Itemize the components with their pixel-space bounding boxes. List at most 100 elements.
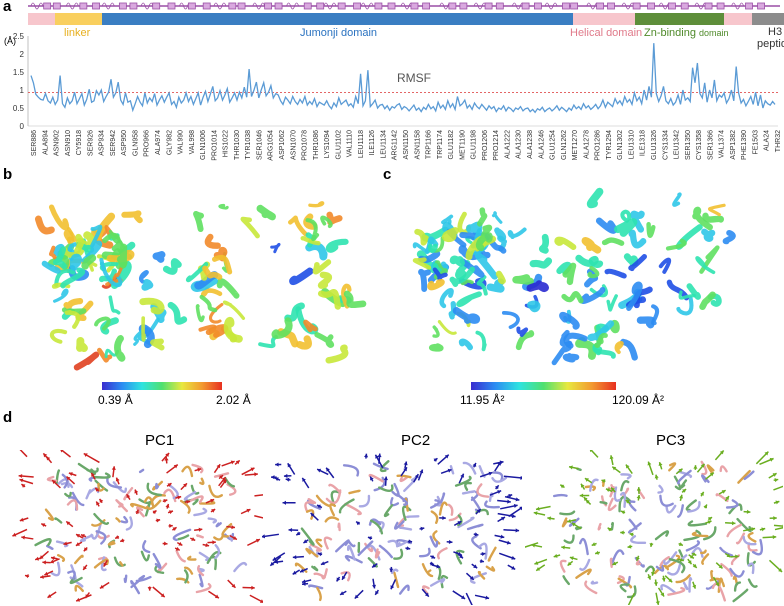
cartoon-segment: [270, 242, 281, 254]
backbone-trace: [394, 520, 405, 530]
strand-glyph: [596, 2, 605, 10]
motion-arrow-head: [68, 472, 73, 477]
motion-arrow-head: [250, 467, 255, 472]
backbone-trace: [701, 553, 710, 565]
motion-arrow-head: [460, 473, 465, 478]
helix-glyph: [140, 2, 154, 10]
x-tick-label: GLU1254: [550, 130, 557, 160]
backbone-trace: [687, 520, 708, 527]
motion-arrow-head: [173, 464, 178, 469]
motion-arrow-head: [367, 536, 372, 541]
motion-arrow-head: [377, 453, 382, 458]
backbone-trace: [67, 570, 76, 580]
motion-arrow-head: [420, 526, 425, 531]
cartoon-segment: [314, 332, 335, 348]
cartoon-segment: [61, 307, 87, 315]
x-tick-label: SER1350: [685, 130, 692, 160]
motion-arrow-head: [508, 493, 513, 498]
cartoon-segment: [432, 325, 440, 338]
motion-arrow-head: [772, 473, 777, 477]
strand-glyph: [495, 2, 504, 10]
motion-arrow-head: [35, 556, 40, 561]
motion-arrow-head: [629, 532, 634, 537]
motion-arrow-head: [216, 464, 221, 469]
backbone-trace: [183, 491, 197, 501]
x-tick-label: PHE1390: [741, 130, 748, 160]
cartoon-segment: [636, 316, 655, 329]
motion-arrow-head: [178, 541, 183, 546]
backbone-trace: [575, 568, 592, 579]
motion-arrow-head: [364, 453, 369, 458]
motion-arrow-head: [620, 530, 624, 535]
motion-arrow: [774, 526, 783, 531]
motion-arrow-head: [605, 488, 610, 493]
backbone-trace: [589, 478, 599, 492]
backbone-trace: [372, 462, 389, 471]
backbone-trace: [709, 577, 725, 588]
backbone-trace: [477, 570, 486, 580]
motion-arrow-head: [390, 585, 395, 590]
motion-arrow-head: [444, 454, 449, 459]
x-tick-label: ALA1222: [504, 130, 511, 159]
cartoon-segment: [476, 275, 488, 296]
cartoon-segment: [538, 233, 550, 254]
backbone-trace: [208, 484, 223, 499]
cartoon-segment: [559, 329, 573, 347]
x-tick-label: SER1366: [707, 130, 714, 160]
motion-arrow-head: [66, 521, 71, 526]
backbone-trace: [214, 544, 221, 560]
backbone-trace: [374, 548, 381, 559]
strand-glyph: [129, 2, 138, 10]
motion-arrow-head: [177, 495, 182, 500]
x-tick-label: LEU1342: [674, 130, 681, 159]
x-tick-label: ASP1382: [730, 130, 737, 160]
backbone-trace: [691, 547, 704, 558]
motion-arrow-head: [272, 556, 277, 561]
motion-arrow-head: [580, 483, 585, 488]
backbone-trace: [720, 563, 733, 577]
motion-arrow-head: [135, 509, 139, 514]
backbone-trace: [487, 546, 497, 562]
helix-glyph: [360, 2, 374, 10]
motion-arrow: [19, 450, 28, 458]
cartoon-segment: [527, 300, 541, 313]
backbone-trace: [90, 523, 102, 540]
backbone-trace: [406, 515, 420, 519]
cartoon-segment: [515, 330, 535, 351]
motion-arrow-head: [511, 555, 516, 560]
cartoon-segment: [595, 217, 618, 234]
backbone-trace: [667, 563, 681, 576]
motion-arrow-head: [372, 563, 377, 568]
backbone-trace: [584, 580, 598, 595]
motion-arrow-head: [211, 509, 216, 513]
backbone-trace: [315, 538, 323, 548]
motion-arrow-head: [457, 551, 462, 556]
cartoon-segment: [562, 262, 577, 286]
cartoon-segment: [678, 290, 696, 300]
motion-arrow-head: [497, 461, 501, 466]
motion-arrow-head: [430, 561, 435, 566]
backbone-trace: [100, 556, 107, 572]
backbone-trace: [395, 493, 409, 506]
cartoon-segment: [289, 267, 314, 285]
motion-arrow-head: [488, 471, 493, 476]
motion-arrow-head: [469, 575, 474, 580]
strand-glyph: [534, 2, 542, 10]
motion-arrow-head: [275, 462, 279, 467]
backbone-trace: [344, 555, 363, 564]
cartoon-segment: [561, 291, 584, 304]
backbone-trace: [168, 483, 179, 500]
motion-arrow-head: [447, 468, 452, 473]
cartoon-segment: [223, 317, 243, 343]
motion-arrow-head: [42, 560, 46, 565]
motion-arrow-head: [506, 540, 511, 545]
y-axis-label: (Å): [4, 36, 16, 46]
strand-glyph: [745, 2, 753, 10]
colorbar-b: [102, 382, 222, 390]
cartoon-segment: [458, 338, 473, 351]
backbone-trace: [95, 530, 107, 545]
backbone-trace: [418, 547, 431, 558]
cartoon-segment: [646, 222, 656, 238]
motion-arrow-head: [678, 468, 683, 473]
cartoon-segment: [559, 311, 580, 330]
